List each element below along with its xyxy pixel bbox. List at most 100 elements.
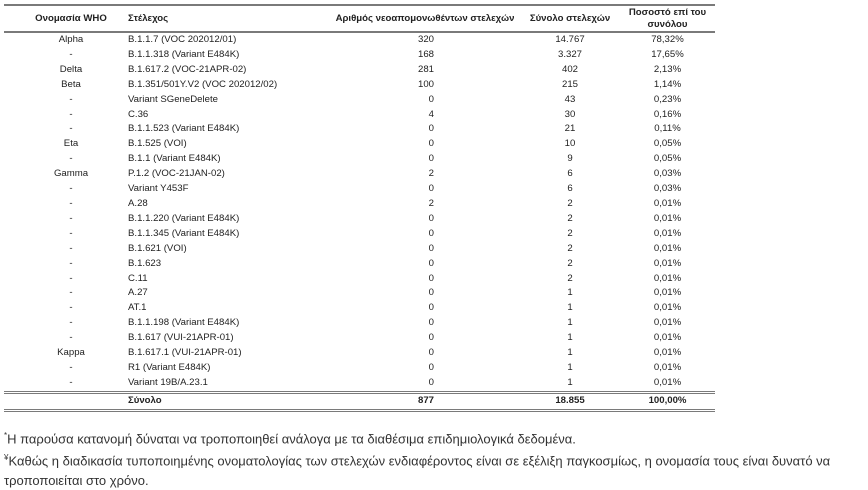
percent-cell: 0,01% (653, 347, 682, 359)
table-header-row: Ονομασία WHO Στέλεχος Αριθμός νεοαπομονω… (4, 5, 715, 32)
total-strains-cell: 2 (567, 257, 573, 269)
percent-cell: 2,13% (653, 63, 682, 75)
new-isolates-cell: 2 (428, 168, 434, 180)
table-row: - B.1.617 (VUI-21APR-01) 0 1 0,01% (4, 331, 715, 346)
table-row: Beta B.1.351/501Y.V2 (VOC 202012/02) 100 21… (4, 78, 715, 93)
footnote-1-text: Η παρούσα κατανομή δύναται να τροποποιηθ… (7, 431, 576, 447)
who-name-cell: - (69, 108, 73, 120)
who-name-cell: - (69, 212, 73, 224)
total-strains-cell: 1 (567, 347, 573, 359)
percent-cell: 0,16% (653, 108, 682, 120)
table-row: - B.1.1.523 (Variant E484K) 0 21 0,11% (4, 122, 715, 137)
header-new-isolates: Αριθμός νεοαπομονωθέντων στελεχών (335, 12, 515, 24)
new-isolates-cell: 2 (428, 197, 434, 209)
total-strains-cell: 1 (567, 302, 573, 314)
footnote-2: ¥Καθώς η διαδικασία τυποποιημένης ονοματ… (4, 448, 868, 489)
total-row: Σύνολο 877 18.855 100,00% (4, 392, 715, 411)
footnotes: *Η παρούσα κατανομή δύναται να τροποποιη… (4, 426, 868, 490)
new-isolates-cell: 0 (428, 183, 434, 195)
strain-cell: B.1.1 (Variant E484K) (128, 153, 221, 165)
percent-cell: 0,05% (653, 138, 682, 150)
total-strains-cell: 21 (564, 123, 576, 135)
new-isolates-cell: 0 (428, 227, 434, 239)
percent-cell: 0,01% (653, 257, 682, 269)
table-row: Alpha B.1.1.7 (VOC 202012/01) 320 14.767 78,… (4, 32, 715, 48)
new-isolates-cell: 320 (417, 34, 434, 45)
table-row: - B.1.1.318 (Variant E484K) 168 3.327 17,65% (4, 48, 715, 63)
new-isolates-cell: 0 (428, 123, 434, 135)
total-strains-cell: 9 (567, 153, 573, 165)
new-isolates-cell: 0 (428, 376, 434, 388)
who-name-cell: - (69, 48, 73, 60)
total-strains-cell: 1 (567, 287, 573, 299)
strain-cell: A.27 (128, 287, 148, 299)
new-isolates-cell: 0 (428, 212, 434, 224)
strain-cell: A.28 (128, 197, 148, 209)
percent-cell: 0,01% (653, 272, 682, 284)
total-strains-cell: 2 (567, 212, 573, 224)
percent-cell: 0,01% (653, 287, 682, 299)
new-isolates-cell: 281 (417, 63, 434, 75)
footnote-1-mark: * (4, 431, 8, 440)
total-strains-cell: 1 (567, 332, 573, 344)
strain-cell: B.1.623 (128, 257, 162, 269)
total-strains-cell: 30 (564, 108, 576, 120)
who-name-cell: - (69, 227, 73, 239)
total-strains-cell: 2 (567, 272, 573, 284)
table-row: - C.36 4 30 0,16% (4, 108, 715, 123)
new-isolates-cell: 0 (428, 287, 434, 299)
percent-cell: 17,65% (651, 48, 684, 60)
strain-cell: B.1.1.198 (Variant E484K) (128, 317, 240, 329)
new-isolates-cell: 0 (428, 317, 434, 329)
who-name-cell: - (69, 123, 73, 135)
who-name-cell: Kappa (57, 347, 85, 359)
percent-cell: 0,01% (653, 361, 682, 373)
table-row: - R1 (Variant E484K) 0 1 0,01% (4, 361, 715, 376)
strain-cell: B.1.621 (VOI) (128, 242, 187, 254)
new-isolates-cell: 0 (428, 302, 434, 314)
strain-cell: Variant SGeneDelete (128, 93, 218, 105)
table-row: - B.1.1.220 (Variant E484K) 0 2 0,01% (4, 212, 715, 227)
total-label: Σύνολο (128, 394, 162, 406)
who-name-cell: - (69, 361, 73, 373)
who-name-cell: Eta (63, 138, 79, 150)
total-count: 877 (417, 394, 434, 406)
new-isolates-cell: 100 (417, 78, 434, 90)
strain-cell: P.1.2 (VOC-21JAN-02) (128, 168, 225, 180)
who-name-cell: Alpha (58, 34, 84, 45)
strain-cell: Variant 19B/A.23.1 (128, 376, 208, 388)
table-row: - AT.1 0 1 0,01% (4, 301, 715, 316)
who-name-cell: - (69, 287, 73, 299)
strain-cell: B.1.1.220 (Variant E484K) (128, 212, 240, 224)
strain-cell: C.36 (128, 108, 149, 120)
table-row: Delta B.1.617.2 (VOC-21APR-02) 281 402 2,13% (4, 63, 715, 78)
who-name-cell: - (69, 242, 73, 254)
who-name-cell: - (69, 153, 73, 165)
percent-cell: 0,23% (653, 93, 682, 105)
total-strains-cell: 1 (567, 317, 573, 329)
percent-cell: 0,01% (653, 302, 682, 314)
who-name-cell: - (69, 332, 73, 344)
strain-cell: B.1.617 (VUI-21APR-01) (128, 332, 234, 344)
percent-cell: 0,11% (654, 123, 681, 135)
total-strains-cell: 43 (564, 93, 576, 105)
table-row: - B.1.1.198 (Variant E484K) 0 1 0,01% (4, 316, 715, 331)
new-isolates-cell: 0 (428, 272, 434, 284)
who-name-cell: - (69, 93, 73, 105)
who-name-cell: - (69, 183, 73, 195)
table-row: Gamma P.1.2 (VOC-21JAN-02) 2 6 0,03% (4, 167, 715, 182)
percent-cell: 0,01% (653, 227, 682, 239)
footnote-2-text: Καθώς η διαδικασία τυποποιημένης ονοματο… (4, 453, 831, 488)
total-strains-cell: 3.327 (557, 48, 582, 60)
total-strains-cell: 6 (567, 183, 573, 195)
table-row: - C.11 0 2 0,01% (4, 272, 715, 287)
total-strains-cell: 402 (561, 63, 578, 75)
percent-cell: 0,01% (653, 332, 682, 344)
strain-cell: C.11 (128, 272, 148, 284)
table-row: - B.1.1 (Variant E484K) 0 9 0,05% (4, 152, 715, 167)
strain-cell: B.1.525 (VOI) (128, 138, 187, 150)
table-row: - Variant 19B/A.23.1 0 1 0,01% (4, 376, 715, 392)
who-name-cell: Gamma (53, 168, 89, 180)
new-isolates-cell: 0 (428, 242, 434, 254)
who-name-cell: - (69, 302, 73, 314)
